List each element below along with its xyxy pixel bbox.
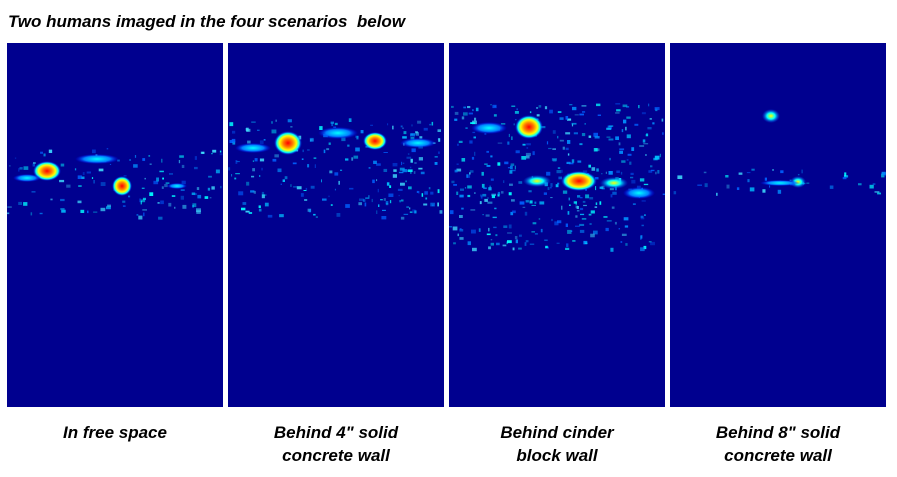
caption-line: Behind cinder <box>500 423 614 442</box>
caption-line: In free space <box>63 423 167 442</box>
caption-line: Behind 8" solid <box>715 423 841 442</box>
caption-line: Behind 4" solid <box>273 423 399 442</box>
caption-line: concrete wall <box>282 446 390 465</box>
caption-line: block wall <box>516 446 598 465</box>
figure-title: Two humans imaged in the four scenarios … <box>8 12 406 31</box>
radar-image-free-space <box>7 43 223 407</box>
caption-8in-concrete: Behind 8" solid concrete wall <box>670 421 886 467</box>
radar-heatmap <box>670 43 886 407</box>
radar-heatmap <box>7 43 223 407</box>
radar-image-8in-concrete <box>670 43 886 407</box>
caption-cinder-block: Behind cinder block wall <box>449 421 665 467</box>
radar-heatmap <box>449 43 665 407</box>
radar-heatmap <box>228 43 444 407</box>
caption-line: concrete wall <box>724 446 832 465</box>
radar-image-4in-concrete <box>228 43 444 407</box>
caption-4in-concrete: Behind 4" solid concrete wall <box>228 421 444 467</box>
radar-image-cinder-block <box>449 43 665 407</box>
caption-free-space: In free space <box>7 421 223 444</box>
